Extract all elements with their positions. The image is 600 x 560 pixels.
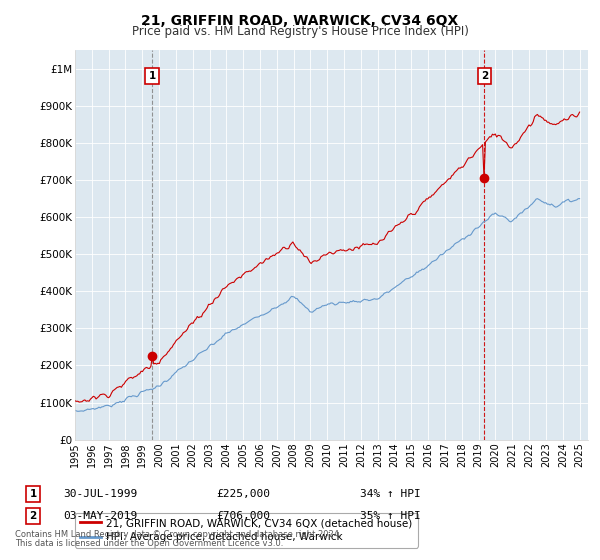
Text: 30-JUL-1999: 30-JUL-1999 <box>63 489 137 499</box>
Text: Price paid vs. HM Land Registry's House Price Index (HPI): Price paid vs. HM Land Registry's House … <box>131 25 469 38</box>
Text: 35% ↑ HPI: 35% ↑ HPI <box>360 511 421 521</box>
Text: 2: 2 <box>481 71 488 81</box>
Text: 34% ↑ HPI: 34% ↑ HPI <box>360 489 421 499</box>
Text: 1: 1 <box>148 71 155 81</box>
Text: 21, GRIFFIN ROAD, WARWICK, CV34 6QX: 21, GRIFFIN ROAD, WARWICK, CV34 6QX <box>142 14 458 28</box>
Legend: 21, GRIFFIN ROAD, WARWICK, CV34 6QX (detached house), HPI: Average price, detach: 21, GRIFFIN ROAD, WARWICK, CV34 6QX (det… <box>75 513 418 548</box>
Text: £225,000: £225,000 <box>216 489 270 499</box>
Text: Contains HM Land Registry data © Crown copyright and database right 2024.: Contains HM Land Registry data © Crown c… <box>15 530 341 539</box>
Text: 2: 2 <box>29 511 37 521</box>
Text: 1: 1 <box>29 489 37 499</box>
Text: £706,000: £706,000 <box>216 511 270 521</box>
Text: 03-MAY-2019: 03-MAY-2019 <box>63 511 137 521</box>
Text: This data is licensed under the Open Government Licence v3.0.: This data is licensed under the Open Gov… <box>15 539 283 548</box>
